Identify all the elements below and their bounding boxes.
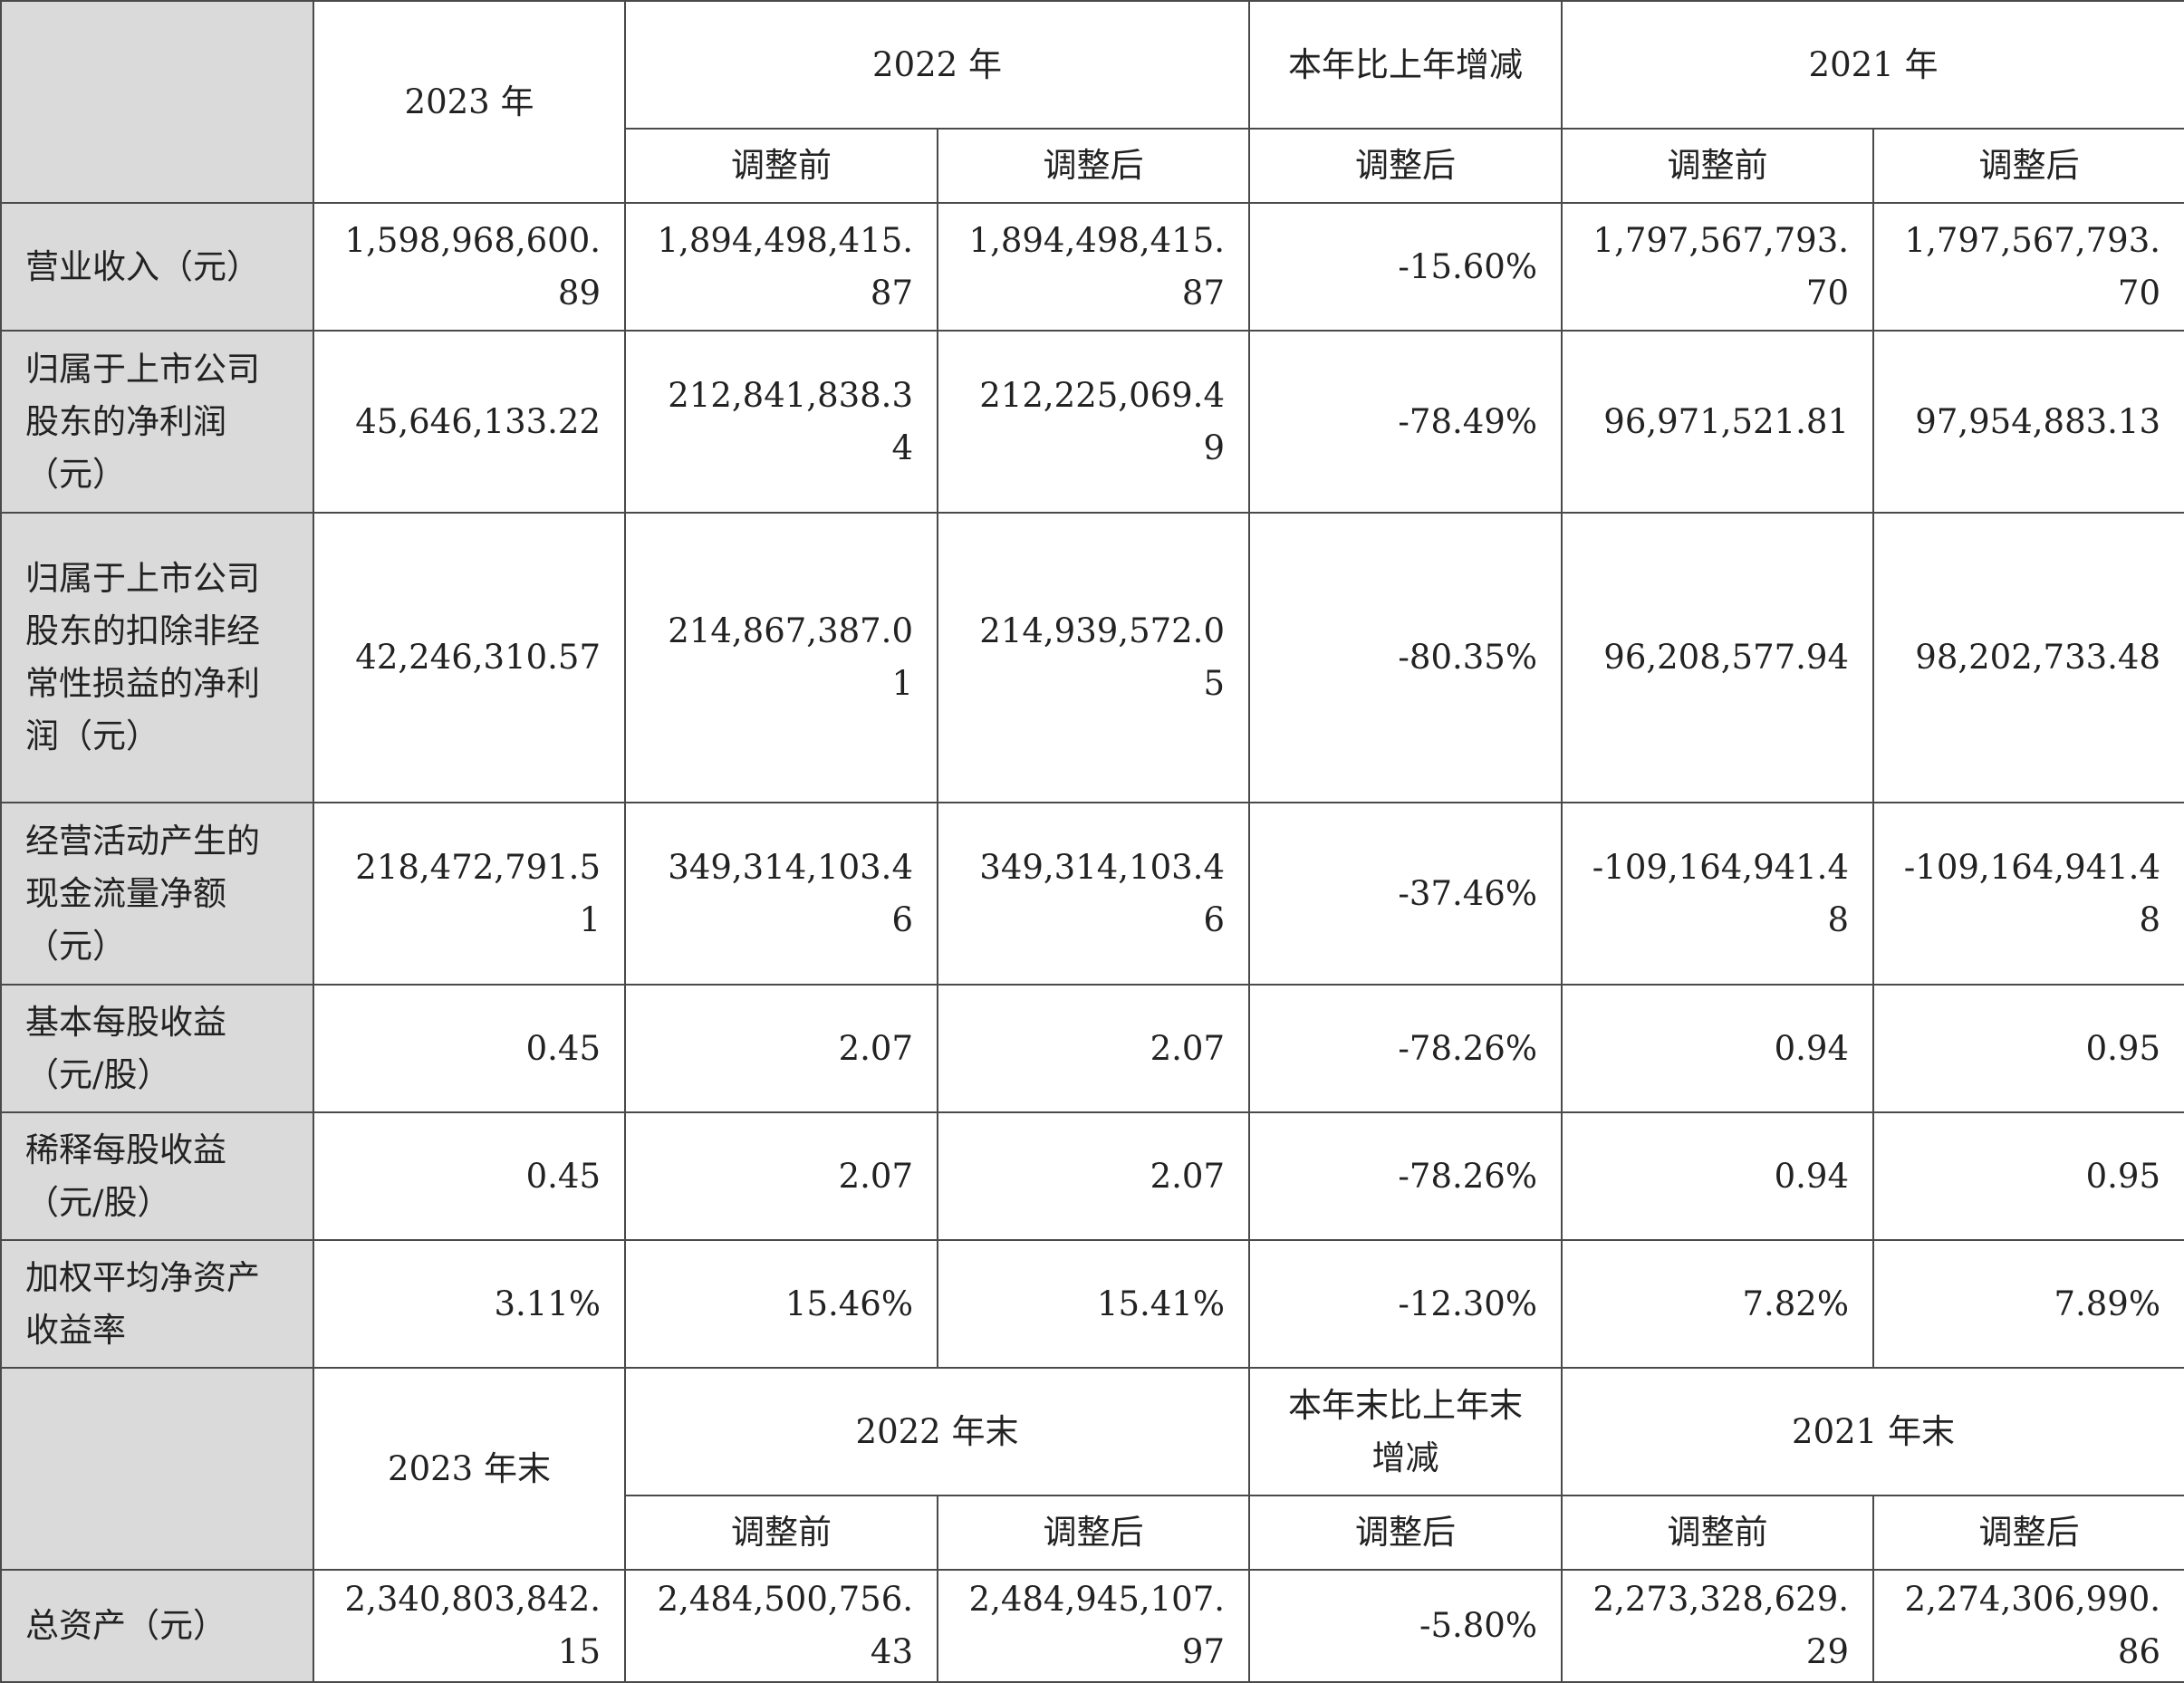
cell-change: -37.46% bbox=[1248, 802, 1563, 986]
sub-header-2021-before: 调整前 bbox=[1561, 128, 1874, 204]
table-row: 营业收入（元） 1,598,968,600.89 1,894,498,415.8… bbox=[0, 202, 2184, 332]
cell-2022-before: 349,314,103.46 bbox=[624, 802, 938, 986]
cell-2022-before: 214,867,387.01 bbox=[624, 512, 938, 803]
col-header-2023-end: 2023 年末 bbox=[313, 1367, 626, 1571]
cell-2023: 42,246,310.57 bbox=[313, 512, 626, 803]
cell-2021-before: 0.94 bbox=[1561, 1111, 1874, 1241]
row-label: 稀释每股收益（元/股） bbox=[0, 1111, 314, 1241]
cell-2021-after: 98,202,733.48 bbox=[1872, 512, 2184, 803]
header-row-period-end: 2023 年末 2022 年末 本年末比上年末增减 2021 年末 bbox=[0, 1367, 2184, 1571]
cell-2021-after: 97,954,883.13 bbox=[1872, 330, 2184, 514]
row-label: 经营活动产生的现金流量净额（元） bbox=[0, 802, 314, 986]
cell-2022-after: 214,939,572.05 bbox=[937, 512, 1250, 803]
corner-header-cell bbox=[0, 0, 314, 204]
row-label: 基本每股收益（元/股） bbox=[0, 984, 314, 1113]
cell-2022-after: 2.07 bbox=[937, 1111, 1250, 1241]
cell-2022-before: 2,484,500,756.43 bbox=[624, 1569, 938, 1683]
row-label: 总资产（元） bbox=[0, 1569, 314, 1683]
sub-header-2021-before: 调整前 bbox=[1561, 1495, 1874, 1571]
cell-2023: 1,598,968,600.89 bbox=[313, 202, 626, 332]
sub-header-change-after: 调整后 bbox=[1248, 128, 1563, 204]
cell-2023: 0.45 bbox=[313, 1111, 626, 1241]
cell-2022-after: 2.07 bbox=[937, 984, 1250, 1113]
col-header-2021: 2021 年 bbox=[1561, 0, 2184, 130]
sub-header-2022-before: 调整前 bbox=[624, 1495, 938, 1571]
row-label: 加权平均净资产收益率 bbox=[0, 1239, 314, 1369]
header-row-sub: 调整前 调整后 调整后 调整前 调整后 bbox=[1, 128, 2184, 204]
cell-change: -78.26% bbox=[1248, 1111, 1563, 1241]
cell-2022-before: 15.46% bbox=[624, 1239, 938, 1369]
table-row: 归属于上市公司股东的净利润（元） 45,646,133.22 212,841,8… bbox=[0, 330, 2184, 514]
cell-2021-after: 0.95 bbox=[1872, 1111, 2184, 1241]
cell-2023: 2,340,803,842.15 bbox=[313, 1569, 626, 1683]
cell-2022-after: 2,484,945,107.97 bbox=[937, 1569, 1250, 1683]
cell-change: -5.80% bbox=[1248, 1569, 1563, 1683]
cell-2023: 3.11% bbox=[313, 1239, 626, 1369]
cell-2022-before: 2.07 bbox=[624, 984, 938, 1113]
header-row-sub-2: 调整前 调整后 调整后 调整前 调整后 bbox=[1, 1495, 2184, 1571]
table-row: 经营活动产生的现金流量净额（元） 218,472,791.51 349,314,… bbox=[0, 802, 2184, 986]
cell-2022-after: 1,894,498,415.87 bbox=[937, 202, 1250, 332]
cell-2021-before: -109,164,941.48 bbox=[1561, 802, 1874, 986]
cell-2021-after: 2,274,306,990.86 bbox=[1872, 1569, 2184, 1683]
cell-change: -78.26% bbox=[1248, 984, 1563, 1113]
cell-change: -12.30% bbox=[1248, 1239, 1563, 1369]
cell-change: -15.60% bbox=[1248, 202, 1563, 332]
cell-2021-after: -109,164,941.48 bbox=[1872, 802, 2184, 986]
sub-header-change-after: 调整后 bbox=[1248, 1495, 1563, 1571]
cell-2023: 0.45 bbox=[313, 984, 626, 1113]
col-header-change-end: 本年末比上年末增减 bbox=[1248, 1367, 1563, 1496]
cell-2021-before: 0.94 bbox=[1561, 984, 1874, 1113]
cell-2022-before: 212,841,838.34 bbox=[624, 330, 938, 514]
cell-2021-before: 2,273,328,629.29 bbox=[1561, 1569, 1874, 1683]
sub-header-2021-after: 调整后 bbox=[1872, 128, 2184, 204]
col-header-2022: 2022 年 bbox=[624, 0, 1250, 130]
cell-2022-after: 212,225,069.49 bbox=[937, 330, 1250, 514]
cell-change: -78.49% bbox=[1248, 330, 1563, 514]
table-row: 总资产（元） 2,340,803,842.15 2,484,500,756.43… bbox=[0, 1569, 2184, 1683]
cell-2021-before: 96,208,577.94 bbox=[1561, 512, 1874, 803]
col-header-2023: 2023 年 bbox=[313, 0, 626, 204]
table-row: 稀释每股收益（元/股） 0.45 2.07 2.07 -78.26% 0.94 … bbox=[0, 1111, 2184, 1241]
row-label: 营业收入（元） bbox=[0, 202, 314, 332]
table-row: 归属于上市公司股东的扣除非经常性损益的净利润（元） 42,246,310.57 … bbox=[0, 512, 2184, 803]
row-label: 归属于上市公司股东的净利润（元） bbox=[0, 330, 314, 514]
cell-2022-after: 349,314,103.46 bbox=[937, 802, 1250, 986]
cell-2021-before: 96,971,521.81 bbox=[1561, 330, 1874, 514]
col-header-2022-end: 2022 年末 bbox=[624, 1367, 1250, 1496]
header-row-years: 2023 年 2022 年 本年比上年增减 2021 年 bbox=[0, 0, 2184, 204]
col-header-2021-end: 2021 年末 bbox=[1561, 1367, 2184, 1496]
cell-2022-after: 15.41% bbox=[937, 1239, 1250, 1369]
table-row: 加权平均净资产收益率 3.11% 15.46% 15.41% -12.30% 7… bbox=[0, 1239, 2184, 1369]
cell-2023: 45,646,133.22 bbox=[313, 330, 626, 514]
cell-2022-before: 1,894,498,415.87 bbox=[624, 202, 938, 332]
cell-2021-before: 7.82% bbox=[1561, 1239, 1874, 1369]
cell-2022-before: 2.07 bbox=[624, 1111, 938, 1241]
cell-2021-after: 0.95 bbox=[1872, 984, 2184, 1113]
cell-2021-after: 7.89% bbox=[1872, 1239, 2184, 1369]
sub-header-2021-after: 调整后 bbox=[1872, 1495, 2184, 1571]
sub-header-2022-before: 调整前 bbox=[624, 128, 938, 204]
cell-2023: 218,472,791.51 bbox=[313, 802, 626, 986]
cell-2021-after: 1,797,567,793.70 bbox=[1872, 202, 2184, 332]
cell-2021-before: 1,797,567,793.70 bbox=[1561, 202, 1874, 332]
cell-change: -80.35% bbox=[1248, 512, 1563, 803]
col-header-change: 本年比上年增减 bbox=[1248, 0, 1563, 130]
corner-header-cell-2 bbox=[0, 1367, 314, 1571]
row-label: 归属于上市公司股东的扣除非经常性损益的净利润（元） bbox=[0, 512, 314, 803]
sub-header-2022-after: 调整后 bbox=[937, 1495, 1250, 1571]
table-row: 基本每股收益（元/股） 0.45 2.07 2.07 -78.26% 0.94 … bbox=[0, 984, 2184, 1113]
sub-header-2022-after: 调整后 bbox=[937, 128, 1250, 204]
